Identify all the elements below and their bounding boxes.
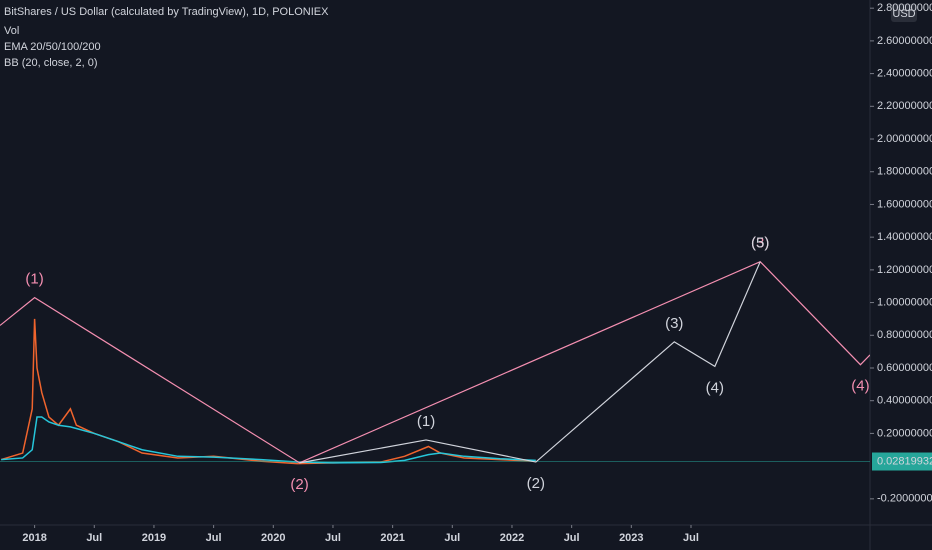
x-tick-label: 2018 (22, 532, 46, 544)
y-tick-label: 1.20000000 (877, 264, 932, 276)
plot-area (0, 260, 870, 465)
y-tick-label: 1.40000000 (877, 231, 932, 243)
wave-line (0, 260, 870, 464)
x-tick-label: Jul (683, 532, 699, 544)
x-tick-label: 2021 (380, 532, 404, 544)
wave-label: (2) (290, 476, 308, 493)
indicator: Vol (4, 25, 19, 37)
x-tick-label: Jul (564, 532, 580, 544)
x-tick-label: 2019 (142, 532, 166, 544)
last-price-badge (872, 452, 932, 471)
y-tick-label: 2.20000000 (877, 100, 932, 112)
y-tick-label: 1.60000000 (877, 198, 932, 210)
y-tick-label: -0.20000000 (877, 493, 932, 505)
wave-line (299, 261, 761, 464)
currency[interactable]: USD (892, 8, 915, 20)
x-tick-label: Jul (444, 532, 460, 544)
y-tick-label: 0.60000000 (877, 362, 932, 374)
wave-label: (3) (751, 235, 769, 252)
y-tick-label: 2.00000000 (877, 133, 932, 145)
wave-label: (5) (751, 235, 769, 252)
y-tick-label: 2.80000000 (877, 2, 932, 14)
wave-label: (4) (706, 379, 724, 396)
price-line (1, 416, 536, 464)
x-tick-label: Jul (206, 532, 222, 544)
y-tick-label: 0.20000000 (877, 427, 932, 439)
wave-label: (1) (25, 271, 43, 288)
currency-badge[interactable] (891, 4, 917, 22)
y-tick-label: 0.80000000 (877, 329, 932, 341)
y-tick-label: 0.40000000 (877, 395, 932, 407)
x-tick-label: 2022 (500, 532, 524, 544)
y-tick-label: 2.40000000 (877, 68, 932, 80)
wave-label: (2) (527, 475, 545, 492)
last-price-label: 0.02819932 (877, 455, 932, 467)
y-tick-label: 1.80000000 (877, 166, 932, 178)
x-tick-label: 2020 (261, 532, 285, 544)
x-tick-label: Jul (86, 532, 102, 544)
x-tick-label: 2023 (619, 532, 643, 544)
wave-label: (4) (851, 378, 869, 395)
y-tick-label: 1.00000000 (877, 296, 932, 308)
x-tick-label: Jul (325, 532, 341, 544)
wave-label: (3) (665, 315, 683, 332)
price-line (0, 318, 536, 465)
indicator: BB (20, close, 2, 0) (4, 57, 98, 69)
y-tick-label: 2.60000000 (877, 35, 932, 47)
wave-label: (1) (417, 413, 435, 430)
chart-title: BitShares / US Dollar (calculated by Tra… (4, 6, 329, 18)
indicator: EMA 20/50/100/200 (4, 41, 101, 53)
